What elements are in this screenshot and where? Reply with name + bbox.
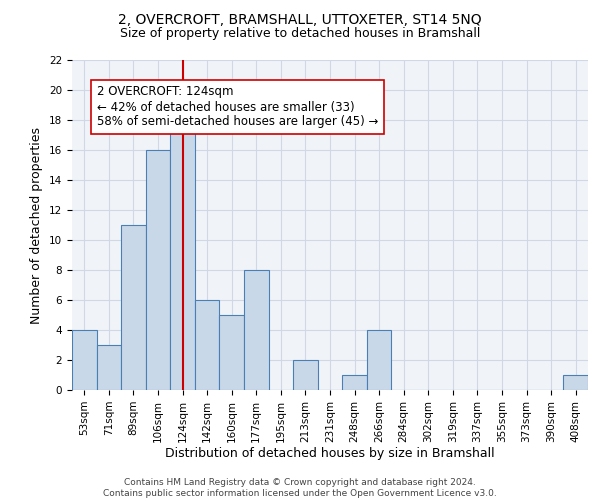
Bar bbox=[121, 225, 146, 390]
Text: 2, OVERCROFT, BRAMSHALL, UTTOXETER, ST14 5NQ: 2, OVERCROFT, BRAMSHALL, UTTOXETER, ST14… bbox=[118, 12, 482, 26]
Y-axis label: Number of detached properties: Number of detached properties bbox=[31, 126, 43, 324]
Text: Contains HM Land Registry data © Crown copyright and database right 2024.
Contai: Contains HM Land Registry data © Crown c… bbox=[103, 478, 497, 498]
Bar bbox=[170, 120, 195, 390]
Text: Size of property relative to detached houses in Bramshall: Size of property relative to detached ho… bbox=[120, 28, 480, 40]
Bar bbox=[72, 330, 97, 390]
Bar bbox=[293, 360, 318, 390]
Bar bbox=[563, 375, 588, 390]
Bar bbox=[244, 270, 269, 390]
Bar bbox=[367, 330, 391, 390]
Bar bbox=[342, 375, 367, 390]
Bar bbox=[195, 300, 220, 390]
X-axis label: Distribution of detached houses by size in Bramshall: Distribution of detached houses by size … bbox=[165, 448, 495, 460]
Bar bbox=[220, 315, 244, 390]
Text: 2 OVERCROFT: 124sqm
← 42% of detached houses are smaller (33)
58% of semi-detach: 2 OVERCROFT: 124sqm ← 42% of detached ho… bbox=[97, 86, 378, 128]
Bar bbox=[97, 345, 121, 390]
Bar bbox=[146, 150, 170, 390]
